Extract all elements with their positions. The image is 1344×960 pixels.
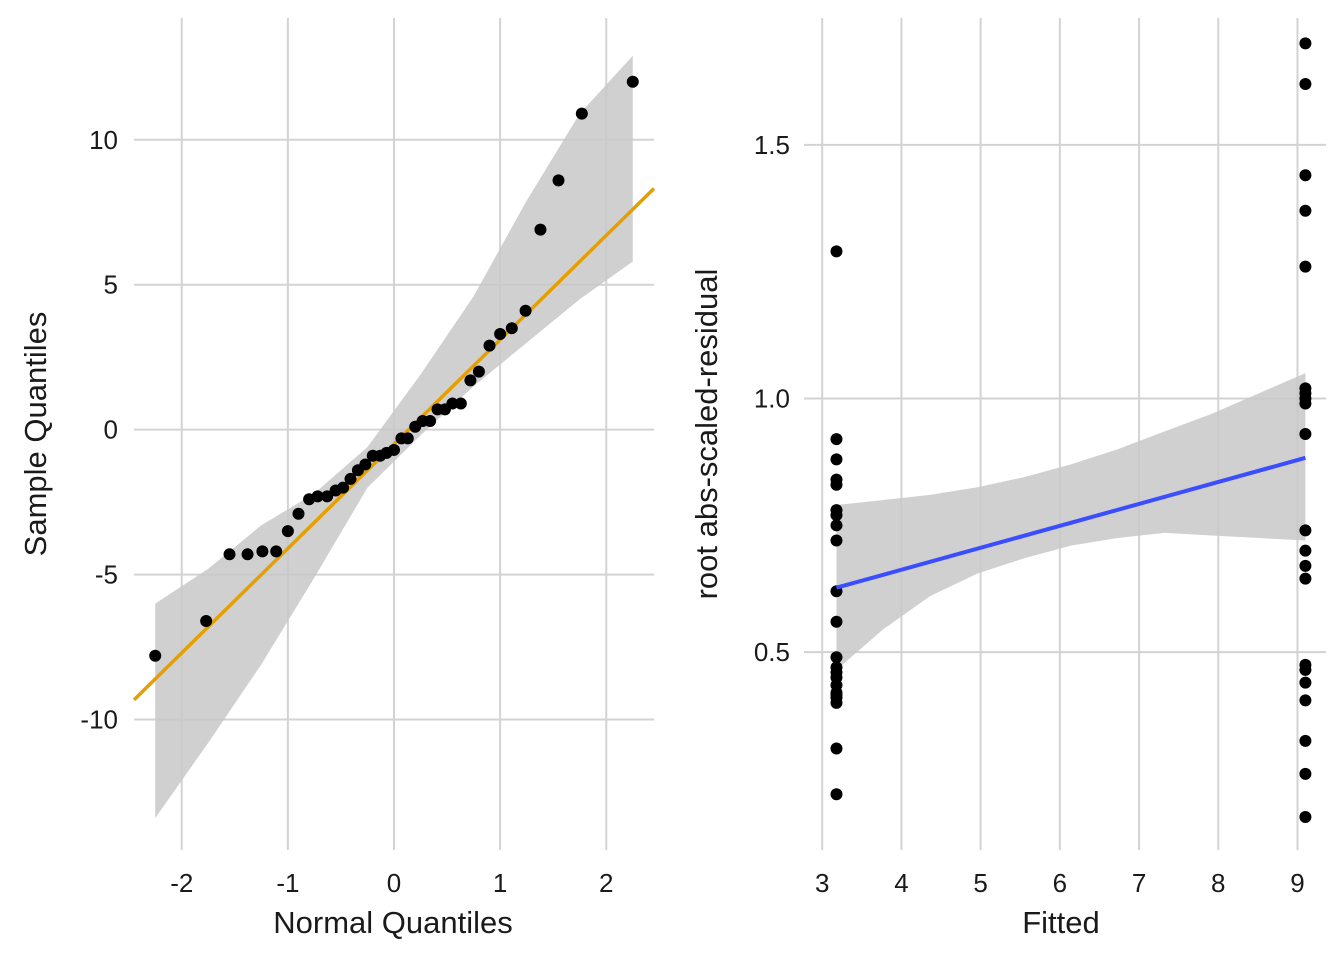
qq-point: [359, 458, 372, 471]
scale-location-point: [1299, 767, 1312, 780]
qq-y-tick-label: -10: [80, 705, 118, 735]
qq-point: [483, 339, 496, 352]
scale-location-point: [830, 453, 843, 466]
scale-location-x-tick-label: 3: [815, 868, 829, 898]
scale-location-point: [1299, 559, 1312, 572]
qq-point: [311, 490, 324, 503]
scale-location-point: [1299, 572, 1312, 585]
scale-location-point: [1299, 37, 1312, 50]
scale-location-y-tick-label: 1.0: [754, 383, 790, 413]
scale-location-point: [830, 651, 843, 664]
qq-y-tick-label: 5: [104, 270, 118, 300]
qq-x-tick-label: -1: [276, 868, 299, 898]
scale-location-point: [1299, 694, 1312, 707]
qq-point: [472, 365, 485, 378]
scale-location-x-tick-label: 7: [1132, 868, 1146, 898]
qq-x-tick-labels: -2 -1 0 1 2: [170, 868, 613, 898]
scale-location-point: [830, 519, 843, 532]
scale-location-point: [830, 534, 843, 547]
scale-location-point: [1299, 204, 1312, 217]
scale-location-point: [1299, 397, 1312, 410]
scale-location-point: [830, 245, 843, 258]
qq-y-tick-label: -5: [95, 560, 118, 590]
scale-location-point: [830, 679, 843, 692]
qq-y-tick-label: 0: [104, 415, 118, 445]
scale-location-point: [830, 742, 843, 755]
qq-x-axis-title: Normal Quantiles: [273, 905, 512, 940]
qq-point: [337, 481, 350, 494]
qq-point: [424, 414, 437, 427]
qq-point: [200, 614, 213, 627]
scale-location-x-tick-label: 4: [894, 868, 908, 898]
qq-point: [401, 432, 414, 445]
scale-location-point: [1299, 658, 1312, 671]
scale-location-point: [830, 433, 843, 446]
qq-point: [494, 327, 507, 340]
qq-point: [552, 174, 565, 187]
qq-point: [446, 397, 459, 410]
scale-location-y-tick-label: 1.5: [754, 130, 790, 160]
scale-location-point: [830, 788, 843, 801]
qq-point: [519, 304, 532, 317]
qq-point: [534, 223, 547, 236]
scale-location-x-tick-label: 9: [1290, 868, 1304, 898]
scale-location-y-tick-labels: 0.5 1.0 1.5: [754, 130, 790, 667]
qq-point: [321, 490, 334, 503]
qq-points: [149, 75, 639, 662]
qq-x-tick-label: 0: [387, 868, 401, 898]
scale-location-point: [1299, 169, 1312, 182]
scale-location-x-axis-title: Fitted: [1022, 905, 1100, 940]
scale-location-y-axis-title: root abs-scaled-residual: [689, 269, 724, 600]
qq-point: [626, 75, 639, 88]
scale-location-point: [1299, 524, 1312, 537]
qq-point: [292, 507, 305, 520]
scale-location-point: [830, 615, 843, 628]
scale-location-point: [1299, 260, 1312, 273]
qq-point: [149, 649, 162, 662]
scale-location-x-tick-label: 6: [1053, 868, 1067, 898]
scale-location-x-tick-label: 8: [1211, 868, 1225, 898]
qq-point: [388, 443, 400, 456]
qq-point: [256, 545, 269, 558]
qq-confidence-band: [155, 55, 633, 819]
scale-location-point: [1299, 811, 1312, 824]
scale-location-point: [1299, 734, 1312, 747]
scale-location-point: [1299, 676, 1312, 689]
qq-point: [223, 548, 236, 561]
qq-point: [344, 472, 357, 485]
qq-point: [464, 374, 477, 387]
qq-point: [281, 525, 294, 538]
qq-x-tick-label: -2: [170, 868, 193, 898]
qq-point: [575, 107, 588, 120]
qq-point: [270, 545, 283, 558]
scale-location-point: [1299, 77, 1312, 90]
qq-x-tick-label: 1: [493, 868, 507, 898]
scale-location-point: [830, 689, 843, 702]
qq-y-tick-labels: -10 -5 0 5 10: [80, 125, 118, 735]
scale-location-x-tick-label: 5: [973, 868, 987, 898]
scale-location-point: [1299, 544, 1312, 557]
scale-location-fit-line: [835, 455, 1306, 590]
scale-location-panel: 3 4 5 6 7 8 9 0.5 1.0 1.5 Fitted root abs-scaled…: [689, 18, 1326, 940]
scale-location-y-tick-label: 0.5: [754, 637, 790, 667]
scale-location-points: [830, 37, 1312, 824]
scale-location-point: [830, 509, 843, 522]
qq-point: [505, 322, 518, 335]
scale-location-x-tick-labels: 3 4 5 6 7 8 9: [815, 868, 1305, 898]
scale-location-point: [830, 478, 843, 491]
qq-y-axis-title: Sample Quantiles: [18, 312, 53, 557]
qq-y-tick-label: 10: [89, 125, 118, 155]
qq-point: [454, 397, 467, 410]
qq-x-tick-label: 2: [599, 868, 613, 898]
scale-location-point: [1299, 428, 1312, 440]
qq-point: [241, 548, 254, 561]
